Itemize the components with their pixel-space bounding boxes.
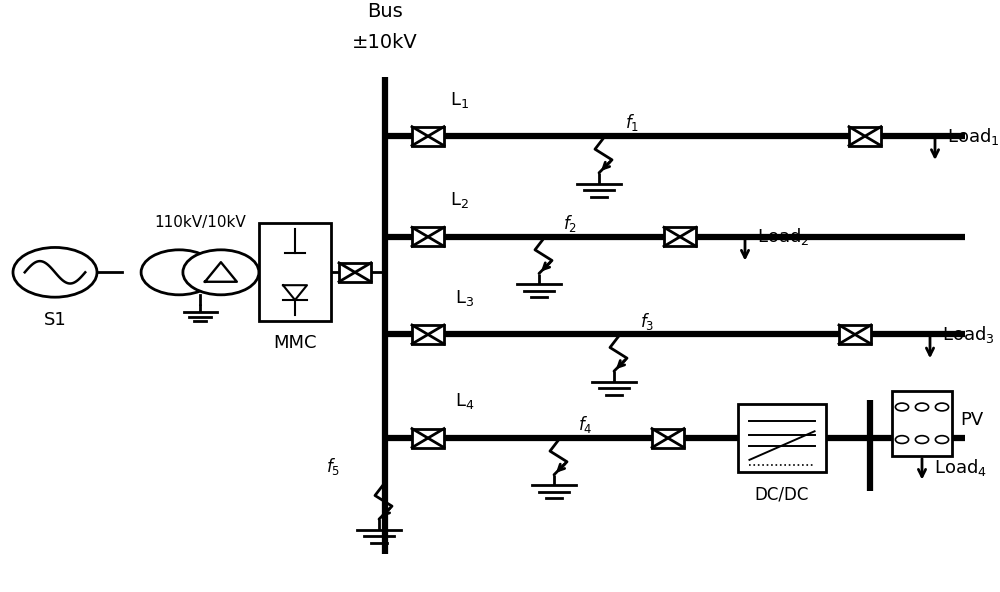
Bar: [412, 127, 444, 146]
Circle shape: [13, 247, 97, 297]
Text: $\mathrm{L}_{2}$: $\mathrm{L}_{2}$: [450, 190, 469, 210]
Bar: [412, 429, 444, 448]
Text: $f_{4}$: $f_{4}$: [578, 414, 593, 435]
Text: PV: PV: [960, 411, 983, 429]
Text: 110kV/10kV: 110kV/10kV: [154, 215, 246, 230]
Text: Load$_2$: Load$_2$: [757, 226, 809, 247]
Circle shape: [183, 250, 259, 295]
Bar: [412, 227, 444, 246]
Text: $f_{2}$: $f_{2}$: [563, 213, 577, 234]
Text: Load$_3$: Load$_3$: [942, 324, 995, 345]
Text: MMC: MMC: [273, 334, 317, 352]
Text: Bus: Bus: [367, 2, 403, 21]
Text: S1: S1: [44, 311, 66, 329]
Text: $\mathrm{L}_{3}$: $\mathrm{L}_{3}$: [455, 288, 474, 308]
Circle shape: [141, 250, 217, 295]
Bar: [839, 325, 871, 344]
Bar: [849, 127, 881, 146]
Bar: [412, 325, 444, 344]
Text: $\mathrm{L}_{1}$: $\mathrm{L}_{1}$: [450, 89, 469, 110]
Bar: [652, 429, 684, 448]
Text: $f_5$: $f_5$: [326, 456, 340, 477]
Text: Load$_1$: Load$_1$: [947, 126, 1000, 147]
Bar: [664, 227, 696, 246]
Bar: [339, 263, 371, 282]
Text: $f_{3}$: $f_{3}$: [640, 311, 654, 332]
Bar: [738, 404, 826, 472]
Text: DC/DC: DC/DC: [755, 485, 809, 503]
Bar: [259, 223, 331, 321]
Text: Load$_4$: Load$_4$: [934, 457, 987, 478]
Text: ±10kV: ±10kV: [352, 33, 418, 52]
Text: $\mathrm{L}_{4}$: $\mathrm{L}_{4}$: [455, 391, 474, 411]
Text: $f_{1}$: $f_{1}$: [625, 112, 639, 133]
Bar: [892, 391, 952, 456]
